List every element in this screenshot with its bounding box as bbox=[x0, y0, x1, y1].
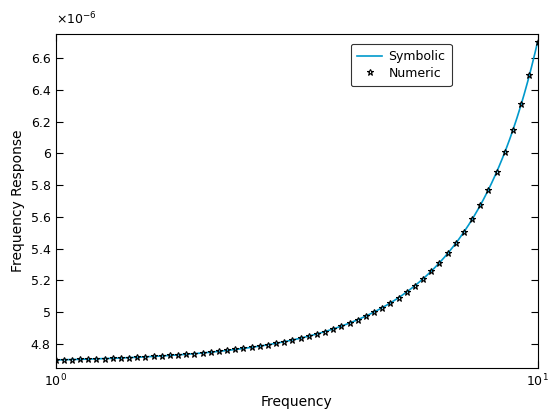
X-axis label: Frequency: Frequency bbox=[260, 395, 333, 409]
Numeric bbox=[354, 317, 361, 322]
Numeric bbox=[134, 355, 141, 360]
Line: Numeric: Numeric bbox=[52, 39, 541, 363]
Text: $\times10^{-6}$: $\times10^{-6}$ bbox=[55, 11, 96, 27]
Numeric bbox=[52, 357, 59, 362]
Y-axis label: Frequency Response: Frequency Response bbox=[11, 130, 25, 272]
Symbolic bbox=[243, 346, 250, 351]
Symbolic bbox=[209, 349, 216, 354]
Numeric bbox=[216, 349, 222, 354]
Numeric bbox=[534, 39, 541, 45]
Legend: Symbolic, Numeric: Symbolic, Numeric bbox=[351, 44, 452, 86]
Symbolic bbox=[400, 292, 407, 297]
Numeric bbox=[175, 352, 181, 357]
Symbolic bbox=[52, 357, 59, 362]
Line: Symbolic: Symbolic bbox=[55, 42, 538, 360]
Symbolic bbox=[356, 317, 362, 322]
Symbolic bbox=[110, 356, 117, 361]
Symbolic bbox=[403, 290, 409, 295]
Numeric bbox=[191, 351, 198, 356]
Numeric bbox=[207, 350, 214, 355]
Symbolic bbox=[534, 39, 541, 45]
